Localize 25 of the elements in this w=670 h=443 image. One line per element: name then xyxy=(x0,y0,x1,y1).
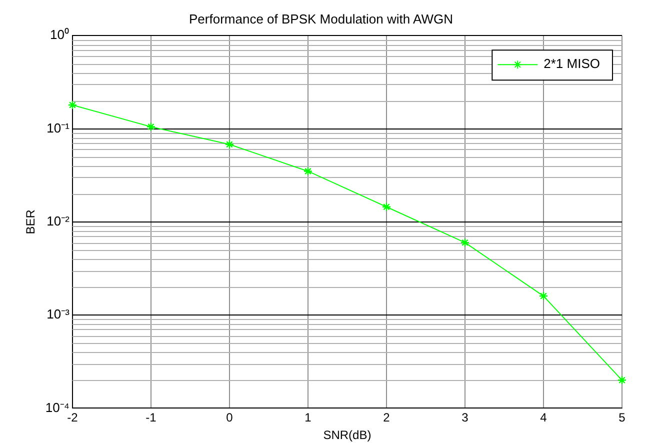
x-tick-label: -2 xyxy=(67,410,78,425)
y-tick-label: 10⁰ xyxy=(50,27,70,42)
x-tick-label: 1 xyxy=(304,410,312,425)
chart-title: Performance of BPSK Modulation with AWGN xyxy=(189,11,453,26)
point xyxy=(146,122,156,132)
point xyxy=(460,238,470,248)
point xyxy=(538,291,548,301)
x-tick-label: 0 xyxy=(226,410,234,425)
x-tick-label: -1 xyxy=(146,410,157,425)
point xyxy=(303,166,313,176)
legend-label: 2*1 MISO xyxy=(544,56,600,72)
x-tick-label: 2 xyxy=(383,410,390,425)
y-tick-label: 10⁻⁴ xyxy=(45,400,70,415)
point xyxy=(224,140,234,149)
y-axis-title: BER xyxy=(24,209,38,234)
y-tick-label: 10⁻² xyxy=(46,213,70,228)
y-tick-label: 10⁻¹ xyxy=(46,120,70,136)
y-tick-label: 10⁻³ xyxy=(46,306,70,322)
x-tick-label: 5 xyxy=(618,410,626,425)
x-tick-label: 3 xyxy=(462,410,469,425)
point xyxy=(617,376,627,385)
x-tick-label: 4 xyxy=(540,410,548,425)
point xyxy=(382,202,392,212)
x-axis-title: SNR(dB) xyxy=(323,428,372,442)
point xyxy=(68,100,78,110)
